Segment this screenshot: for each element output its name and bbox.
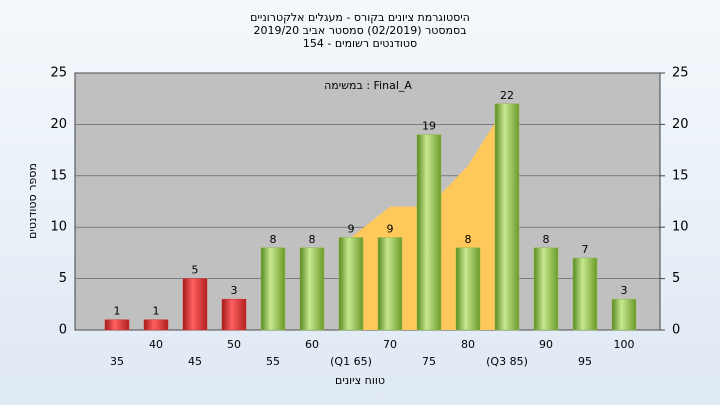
value-label: 8 (465, 233, 472, 246)
y-tick-label: 25 (50, 66, 67, 81)
x-tick-label: (Q3 85) (486, 355, 528, 368)
x-tick-label: 95 (578, 355, 592, 368)
x-tick-label: 35 (110, 355, 124, 368)
value-label: 8 (309, 233, 316, 246)
y-axis-label: מספר סטודנטים (26, 163, 39, 239)
value-label: 1 (153, 305, 160, 318)
y-tick-label: 10 (50, 220, 67, 235)
x-tick-label: 100 (614, 338, 635, 351)
x-tick-label: 70 (383, 338, 397, 351)
bar (455, 247, 481, 331)
value-label: 7 (582, 243, 589, 256)
value-label: 22 (500, 89, 514, 102)
annotation: במשימה : Final_A (324, 79, 412, 92)
x-tick-label: 45 (188, 355, 202, 368)
y-tick-label: 15 (50, 168, 67, 183)
bar (416, 134, 442, 331)
y2-tick-label: 20 (672, 117, 689, 132)
value-label: 8 (543, 233, 550, 246)
y-tick-label: 20 (50, 117, 67, 132)
chart-title: היסטוגרמת ציונים בקורס - מעגלים אלקטרוני… (250, 11, 470, 24)
bar (494, 103, 520, 331)
bar (260, 247, 286, 331)
value-label: 3 (231, 284, 238, 297)
bar (104, 319, 130, 331)
y-tick-label: 0 (59, 323, 67, 338)
value-label: 8 (270, 233, 277, 246)
value-label: 1 (114, 305, 121, 318)
bar (182, 278, 208, 331)
y-tick-label: 5 (59, 271, 67, 286)
x-tick-label: 50 (227, 338, 241, 351)
value-label: 19 (422, 120, 436, 133)
y2-tick-label: 5 (672, 271, 680, 286)
y2-tick-label: 15 (672, 168, 689, 183)
chart-subtitle: סטודנטים רשומים - 154 (303, 37, 417, 50)
x-tick-label: 40 (149, 338, 163, 351)
bar (377, 237, 403, 331)
x-tick-label: 90 (539, 338, 553, 351)
y2-tick-label: 0 (672, 323, 680, 338)
x-tick-label: 55 (266, 355, 280, 368)
value-label: 3 (621, 284, 628, 297)
chart-subtitle: בסמסטר (02/2019) סמסטר אביב 2019/20 (253, 24, 466, 37)
x-axis-label: טווח ציונים (335, 374, 385, 387)
x-tick-label: 75 (422, 355, 436, 368)
y2-tick-label: 10 (672, 220, 689, 235)
value-label: 5 (192, 264, 199, 277)
x-tick-label: (Q1 65) (330, 355, 372, 368)
value-label: 9 (387, 222, 394, 235)
bar (143, 319, 169, 331)
y2-tick-label: 25 (672, 66, 689, 81)
x-tick-label: 80 (461, 338, 475, 351)
bar (338, 237, 364, 331)
bar (572, 257, 598, 331)
bar (299, 247, 325, 331)
bar (221, 298, 247, 331)
bar (533, 247, 559, 331)
x-tick-label: 60 (305, 338, 319, 351)
value-label: 9 (348, 222, 355, 235)
bar (611, 298, 637, 331)
